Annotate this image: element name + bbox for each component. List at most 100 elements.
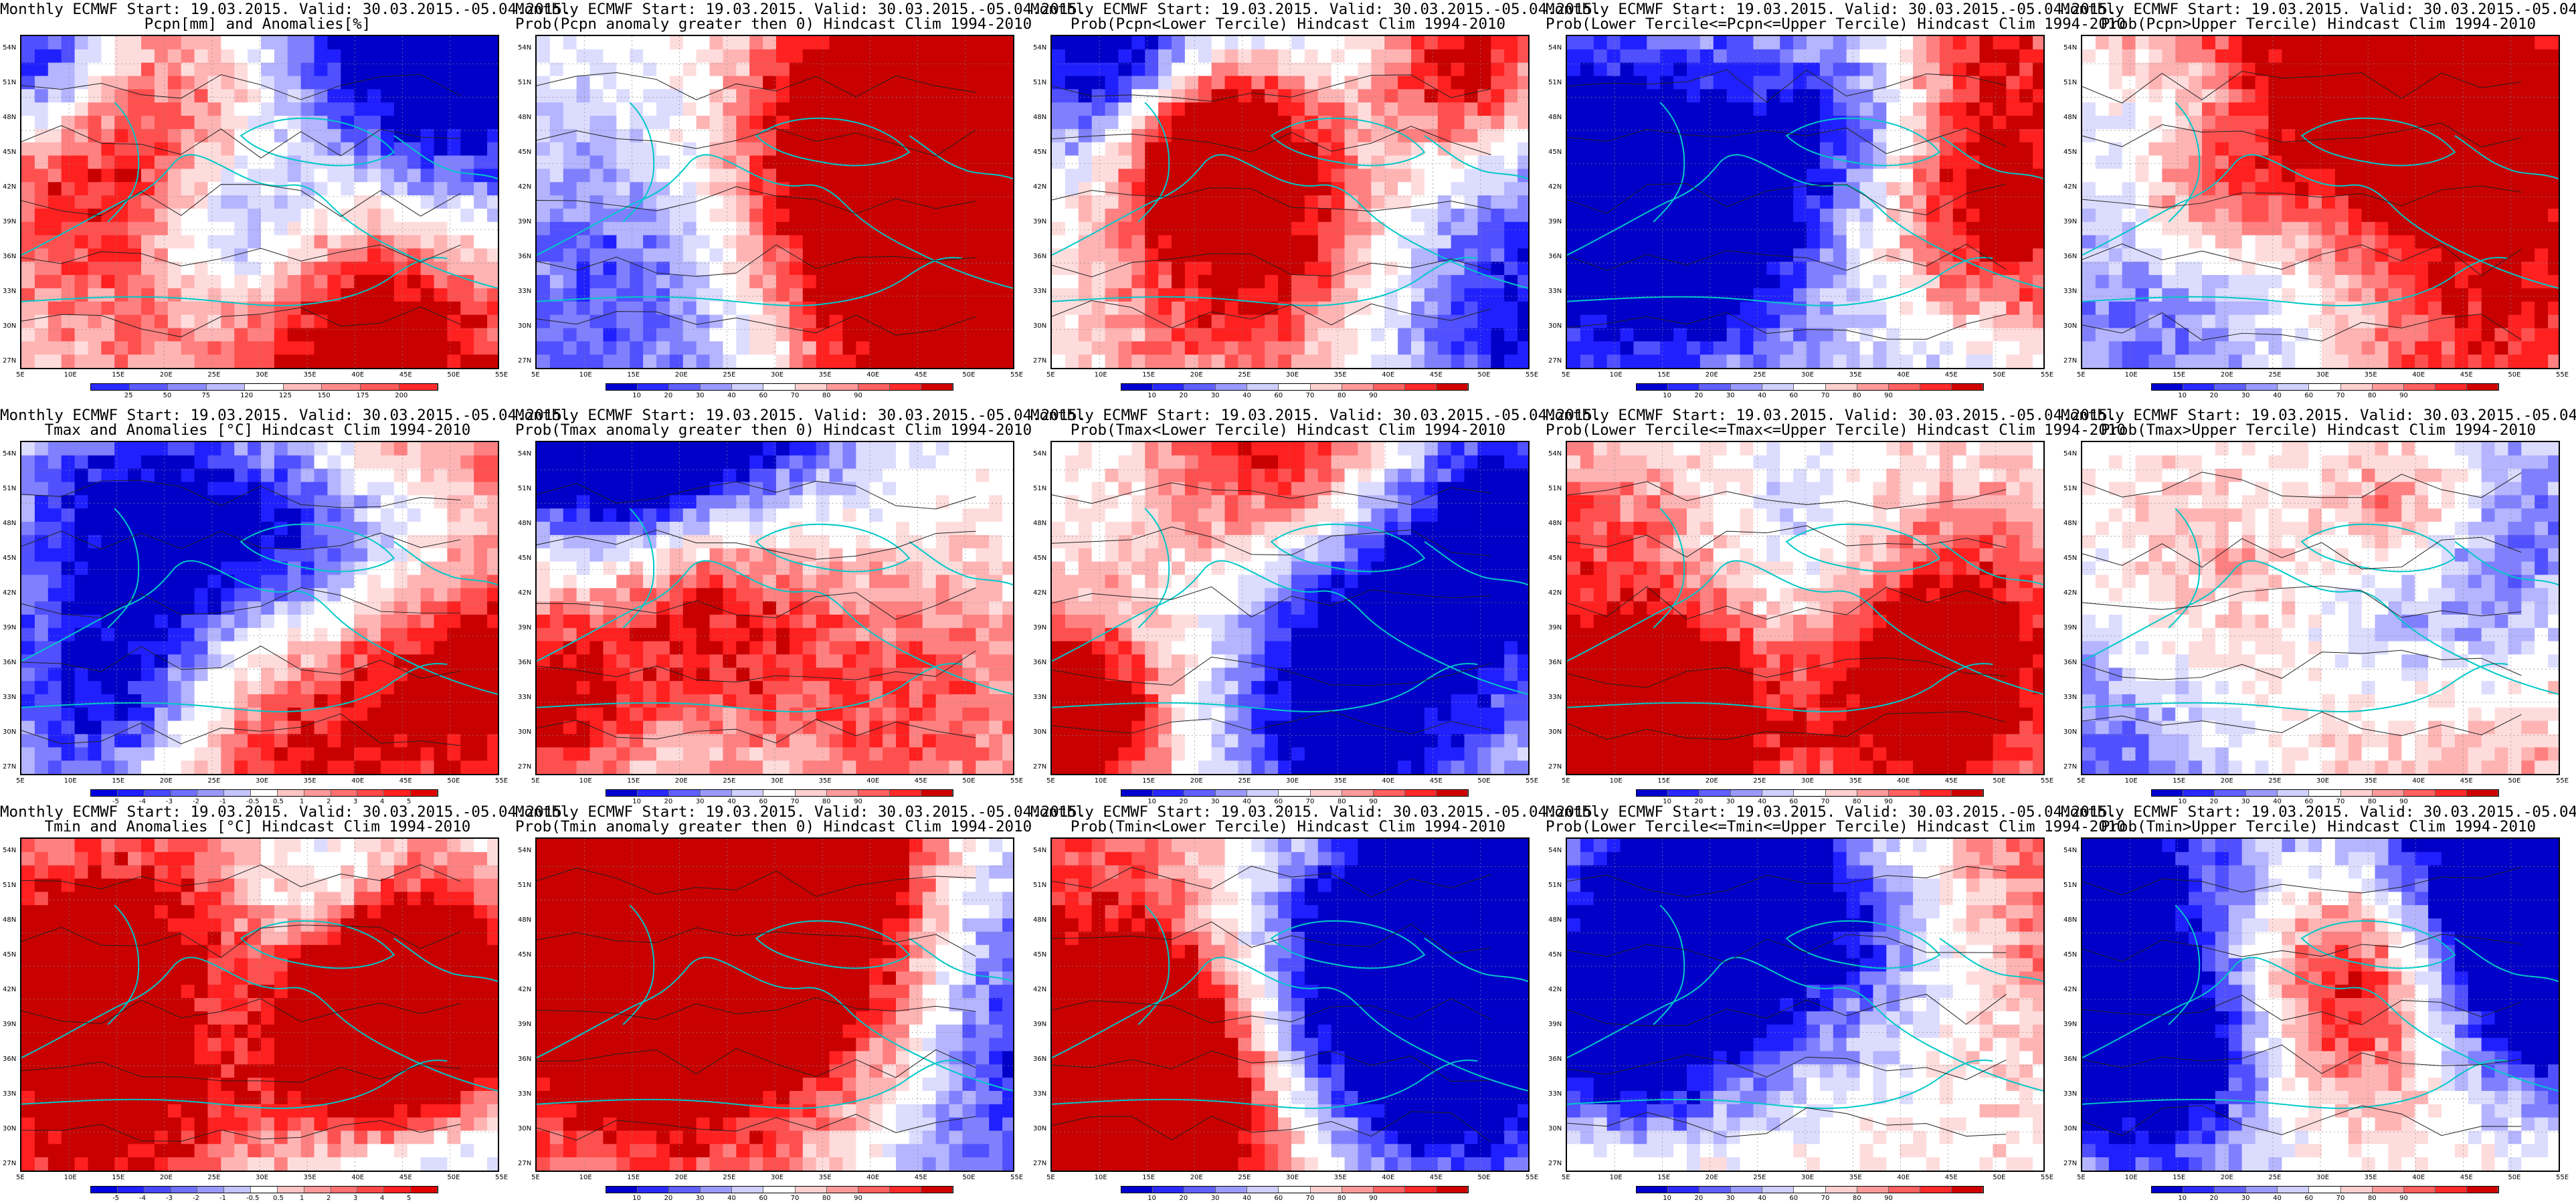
contour-line [537,1048,976,1078]
coastline [1052,663,1478,712]
colorbar-swatch [251,790,278,796]
lon-tick-label: 25E [1753,371,1766,379]
panel-title: Prob(Tmax<Lower Tercile) Hindcast Clim 1… [1070,421,1506,439]
colorbar-swatch [411,790,438,796]
colorbar-swatch [1279,790,1311,796]
lat-tick-label: 51N [3,882,17,889]
colorbar-label: 150 [317,392,331,399]
colorbar-label: -5 [112,1195,119,1202]
lon-tick-label: 40E [1382,371,1395,379]
lon-tick-label: 55E [2041,777,2054,785]
contour-line [1567,658,2007,688]
lat-tick-label: 39N [518,218,532,225]
colorbar-swatch [701,384,733,390]
lat-tick-label: 39N [1548,1021,1562,1028]
colorbar-label: 60 [1789,1195,1799,1202]
lon-tick-label: 35E [818,1174,832,1181]
colorbar-label: 10 [1663,392,1671,399]
lat-tick-label: 36N [518,1056,532,1063]
lon-tick-label: 25E [723,777,736,785]
colorbar-label: 30 [1726,798,1735,805]
lon-tick-label: 35E [1333,371,1347,379]
colorbar-swatch [1951,384,1983,390]
lat-tick-label: 39N [2063,624,2078,631]
map-panel: Monthly ECMWF Start: 19.03.2015. Valid: … [1030,406,1601,807]
lat-tick-label: 36N [2063,253,2078,260]
lon-tick-label: 10E [1609,777,1623,785]
lat-tick-label: 45N [518,555,532,562]
colorbar-swatch [357,790,385,796]
map-area [535,837,1014,1172]
lon-tick-label: 45E [1944,1174,1958,1181]
colorbar-label: -3 [166,1195,173,1202]
coastline [21,560,498,695]
colorbar-swatch [1436,790,1468,796]
colorbar-swatch [1247,790,1279,796]
map-field [537,36,1013,368]
lon-tick-label: 55E [1010,1174,1024,1181]
lat-tick-label: 27N [1548,1160,1562,1167]
map-field [21,36,498,368]
colorbar-swatch [1153,384,1185,390]
colorbar-swatch [889,384,921,390]
coastline [909,134,1013,180]
colorbar-swatch [1668,384,1700,390]
map-area [2081,441,2560,775]
colorbar-label: 20 [664,1195,673,1202]
colorbar-label: 20 [2209,798,2219,805]
map-panel: Monthly ECMWF Start: 19.03.2015. Valid: … [1546,803,2126,1204]
coastline [909,540,1013,586]
colorbar-swatch [1794,384,1826,390]
lon-tick-label: 25E [207,1174,221,1181]
colorbar-swatch [1121,1187,1154,1193]
lon-tick-label: 10E [1094,1174,1107,1181]
colorbar-label: 40 [1243,1195,1251,1202]
coastline [2082,1060,2508,1109]
map-area [20,441,499,775]
colorbar-label: 5 [407,798,411,805]
lat-tick-label: 48N [518,520,532,527]
lon-tick-label: 5E [16,777,25,785]
contour-line [21,924,461,958]
colorbar-swatch [2435,384,2467,390]
colorbar-label: 20 [1179,1195,1188,1202]
colorbar-label: 90 [1369,392,1378,399]
colorbar-label: 0.5 [273,798,284,805]
colorbar-swatch [1762,384,1795,390]
colorbar-swatch [1668,790,1700,796]
colorbar-swatch [2403,1187,2435,1193]
lat-tick-label: 48N [2063,916,2078,924]
colorbar-swatch [2372,384,2404,390]
lat-tick-label: 33N [518,288,532,295]
map-field [2082,442,2559,774]
map-area [1050,837,1530,1172]
colorbar-swatch [1216,384,1248,390]
colorbar-swatch [2278,790,2310,796]
lon-tick-label: 40E [2412,777,2425,785]
coastline [1653,508,1685,629]
lat-tick-label: 36N [1033,253,1047,260]
colorbar-swatch [1373,1187,1405,1193]
contour-line [2082,185,2522,208]
colorbar-swatch [1436,1187,1468,1193]
colorbar-label: 75 [201,392,211,399]
lon-tick-label: 40E [351,777,365,785]
lat-tick-label: 30N [1548,322,1562,330]
coastline [1270,117,1426,167]
colorbar-swatch [1888,790,1920,796]
map-panel: Monthly ECMWF Start: 19.03.2015. Valid: … [0,0,571,401]
lat-tick-label: 51N [518,882,532,889]
colorbar-swatch [1699,1187,1732,1193]
lon-tick-label: 10E [1609,1174,1623,1181]
lat-tick-label: 30N [518,728,532,736]
colorbar [606,1186,953,1193]
lon-tick-label: 55E [2556,371,2569,379]
contour-line [1052,482,1491,506]
colorbar-label: 80 [2367,798,2377,805]
coastline [2082,257,2508,306]
lat-tick-label: 36N [2063,659,2078,666]
colorbar-label: 70 [1821,1195,1830,1202]
contour-line [21,998,461,1024]
panel-title: Prob(Lower Tercile<=Pcpn<=Upper Tercile)… [1546,15,2126,33]
lon-tick-label: 15E [1142,371,1156,379]
